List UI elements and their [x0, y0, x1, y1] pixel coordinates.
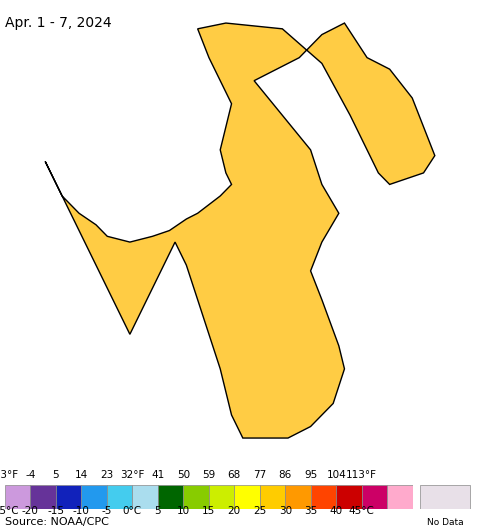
Text: 45°C: 45°C: [349, 506, 375, 516]
FancyBboxPatch shape: [285, 485, 311, 509]
Text: -13°F: -13°F: [0, 470, 19, 480]
FancyBboxPatch shape: [30, 485, 56, 509]
Text: -5: -5: [102, 506, 112, 516]
Text: 32°F: 32°F: [120, 470, 144, 480]
Text: -15: -15: [48, 506, 64, 516]
FancyBboxPatch shape: [183, 485, 209, 509]
Text: 25: 25: [253, 506, 266, 516]
Text: -10: -10: [73, 506, 90, 516]
Text: 14: 14: [75, 470, 88, 480]
Text: 20: 20: [228, 506, 241, 516]
Text: 95: 95: [304, 470, 317, 480]
FancyBboxPatch shape: [362, 485, 387, 509]
FancyBboxPatch shape: [158, 485, 183, 509]
Text: 30: 30: [279, 506, 292, 516]
Polygon shape: [45, 23, 435, 438]
Text: -20: -20: [22, 506, 39, 516]
Text: 15: 15: [202, 506, 216, 516]
Text: 35: 35: [304, 506, 317, 516]
Text: -25°C: -25°C: [0, 506, 20, 516]
Text: 0°C: 0°C: [123, 506, 142, 516]
Text: 104: 104: [326, 470, 346, 480]
Text: -4: -4: [25, 470, 36, 480]
Text: 113°F: 113°F: [346, 470, 377, 480]
FancyBboxPatch shape: [81, 485, 107, 509]
Text: 5: 5: [52, 470, 59, 480]
FancyBboxPatch shape: [132, 485, 158, 509]
Text: 5: 5: [155, 506, 161, 516]
FancyBboxPatch shape: [234, 485, 260, 509]
Text: 86: 86: [279, 470, 292, 480]
Text: 23: 23: [100, 470, 113, 480]
Text: 59: 59: [202, 470, 216, 480]
FancyBboxPatch shape: [209, 485, 234, 509]
Text: 77: 77: [253, 470, 266, 480]
Text: Source: NOAA/CPC: Source: NOAA/CPC: [5, 517, 108, 527]
FancyBboxPatch shape: [387, 485, 413, 509]
Text: No Data: No Data: [427, 517, 463, 526]
FancyBboxPatch shape: [336, 485, 362, 509]
Text: 68: 68: [228, 470, 241, 480]
FancyBboxPatch shape: [5, 485, 30, 509]
FancyBboxPatch shape: [420, 485, 469, 509]
FancyBboxPatch shape: [56, 485, 81, 509]
Text: 41: 41: [151, 470, 165, 480]
Text: 10: 10: [177, 506, 190, 516]
Text: Apr. 1 - 7, 2024: Apr. 1 - 7, 2024: [5, 16, 111, 30]
FancyBboxPatch shape: [107, 485, 132, 509]
Text: 50: 50: [177, 470, 190, 480]
FancyBboxPatch shape: [311, 485, 336, 509]
Text: 40: 40: [330, 506, 343, 516]
FancyBboxPatch shape: [260, 485, 285, 509]
